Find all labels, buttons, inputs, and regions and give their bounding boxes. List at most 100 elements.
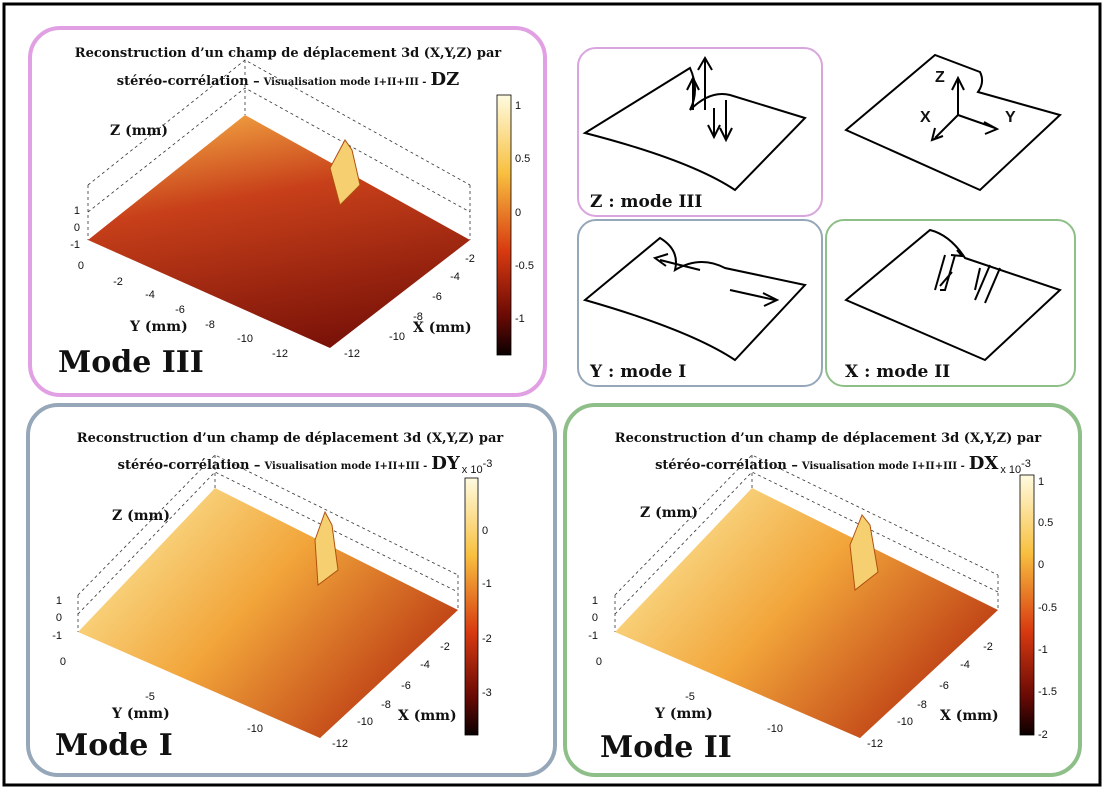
plot-box <box>614 454 999 738</box>
z-label: Z (mm) <box>640 505 698 521</box>
z-tick: -1 <box>588 630 598 642</box>
diagram-label: X : mode II <box>845 362 950 382</box>
subtitle-small: Visualisation mode I+II+III - <box>263 77 427 88</box>
x-tick: -10 <box>389 331 405 343</box>
y-tick: -5 <box>145 691 155 703</box>
z-tick: 1 <box>74 205 80 217</box>
x-label: X (mm) <box>940 708 999 724</box>
z-tick: 0 <box>74 222 80 234</box>
x-tick: -2 <box>983 641 993 653</box>
x-tick: -8 <box>413 311 423 323</box>
colorbar-tick: -1 <box>1038 644 1048 656</box>
variable: DX <box>969 453 999 474</box>
diagram-box <box>577 219 823 387</box>
panel-subtitle: stéréo-corrélation – Visualisation mode I… <box>117 69 459 90</box>
multiplier: x 10 <box>1000 464 1021 476</box>
z-tick: 0 <box>60 656 66 668</box>
colorbar-tick: 0 <box>1038 559 1044 571</box>
crack-spike <box>314 510 339 586</box>
panel-title: Reconstruction d’un champ de déplacement… <box>77 431 504 446</box>
colorbar-tick: -1 <box>482 578 492 590</box>
x-label: X (mm) <box>398 708 457 724</box>
colorbar-tick: -3 <box>482 687 492 699</box>
mode-label: Mode I <box>55 728 173 763</box>
surface <box>78 488 458 738</box>
x-tick: -4 <box>450 271 460 283</box>
exponent: -3 <box>483 458 493 470</box>
y-tick: -10 <box>237 333 253 345</box>
y-tick: -4 <box>145 289 155 301</box>
y-tick: -10 <box>767 723 783 735</box>
x-tick: -2 <box>465 253 475 265</box>
colorbar-tick: 1 <box>515 100 521 112</box>
diagram-box <box>577 47 823 217</box>
axis-letter: X <box>920 109 931 126</box>
axis-letter: Z <box>935 69 945 86</box>
z-tick: 0 <box>78 260 84 272</box>
y-label: Y (mm) <box>111 706 170 722</box>
z-tick: 1 <box>592 595 598 607</box>
surface <box>88 115 470 348</box>
colorbar <box>1019 474 1035 736</box>
z-tick: 0 <box>592 612 598 624</box>
z-tick: 0 <box>56 612 62 624</box>
x-label: X (mm) <box>413 320 472 336</box>
x-tick: -6 <box>401 680 411 692</box>
diagram-label: Z : mode III <box>590 192 702 212</box>
y-tick: -10 <box>247 723 263 735</box>
y-tick: -2 <box>113 276 123 288</box>
subtitle-small: Visualisation mode I+II+III - <box>263 461 427 472</box>
y-label: Y (mm) <box>654 706 713 722</box>
variable: DY <box>431 453 461 474</box>
panel-title: Reconstruction d’un champ de déplacement… <box>615 431 1042 446</box>
x-tick: -4 <box>420 659 430 671</box>
z-tick: 1 <box>56 595 62 607</box>
y-label: Y (mm) <box>129 319 188 335</box>
y-tick: -6 <box>175 304 185 316</box>
crack-spike <box>329 139 361 206</box>
diagram-box <box>825 219 1076 387</box>
x-tick: -8 <box>917 699 927 711</box>
y-tick: -8 <box>205 319 215 331</box>
sheet-drawings <box>582 53 1062 362</box>
panel-title: Reconstruction d’un champ de déplacement… <box>75 46 502 61</box>
x-tick: -6 <box>432 291 442 303</box>
x-tick: -10 <box>897 716 913 728</box>
subtitle-main: stéréo-corrélation – <box>118 458 261 473</box>
panel-subtitle: stéréo-corrélation – Visualisation mode I… <box>655 453 1031 476</box>
diagram-label: Y : mode I <box>589 362 686 382</box>
colorbar-tick: 0.5 <box>515 153 530 165</box>
subtitle-main: stéréo-corrélation – <box>117 74 260 89</box>
surface <box>615 488 998 738</box>
y-tick: -5 <box>685 691 695 703</box>
z-label: Z (mm) <box>112 508 170 524</box>
colorbar <box>464 477 479 736</box>
x-tick: -2 <box>440 641 450 653</box>
variable: DZ <box>430 69 459 90</box>
multiplier: x 10 <box>462 464 483 476</box>
mode-label: Mode III <box>58 345 204 380</box>
colorbar-tick: -2 <box>1038 729 1048 741</box>
colorbar-tick: 1 <box>1038 476 1044 488</box>
x-tick: -6 <box>939 680 949 692</box>
z-tick: 0 <box>596 656 602 668</box>
x-tick: -10 <box>357 716 373 728</box>
colorbar-tick: 0 <box>515 207 521 219</box>
exponent: -3 <box>1021 458 1031 470</box>
x-tick: -12 <box>867 738 883 750</box>
subtitle-small: Visualisation mode I+II+III - <box>801 461 965 472</box>
plot-box <box>87 59 471 348</box>
colorbar-tick: 0 <box>482 525 488 537</box>
colorbar-tick: 0.5 <box>1038 517 1053 529</box>
x-tick: -12 <box>344 348 360 360</box>
panel-subtitle: stéréo-corrélation – Visualisation mode I… <box>118 453 493 476</box>
x-tick: -4 <box>960 659 970 671</box>
x-tick: -8 <box>381 699 391 711</box>
colorbar-tick: -1 <box>515 313 525 325</box>
colorbar-tick: -2 <box>482 633 492 645</box>
mode-label: Mode II <box>600 730 732 765</box>
z-label: Z (mm) <box>110 123 168 139</box>
